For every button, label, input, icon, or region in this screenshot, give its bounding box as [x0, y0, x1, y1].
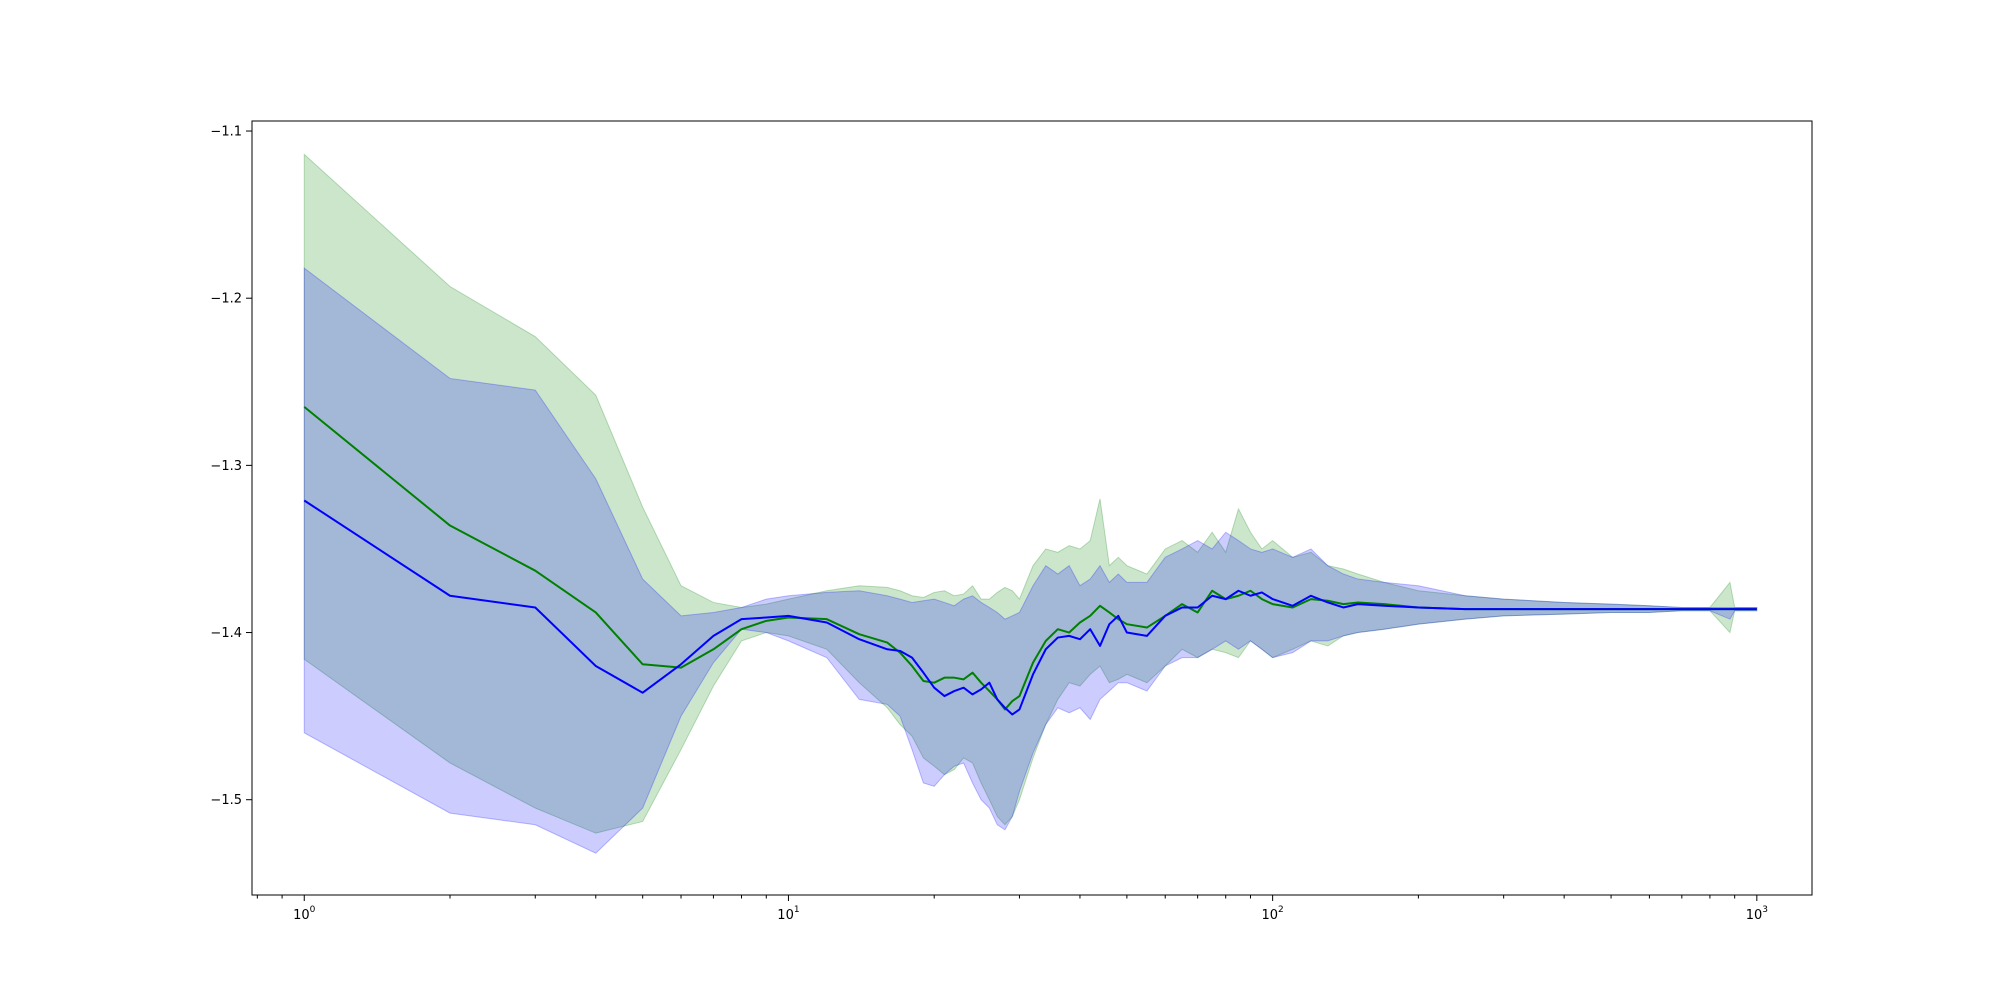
y-tick-label: −1.5: [210, 793, 242, 808]
plot-area: [303, 153, 1758, 854]
x-tick-label: 100: [293, 905, 316, 923]
axes-frame: [251, 120, 1813, 896]
y-tick-label: −1.4: [210, 626, 242, 641]
series-2-line: [303, 499, 1757, 716]
y-tick-label: −1.1: [210, 125, 242, 140]
series-2-band: [303, 267, 1758, 854]
x-axis: 100 101 102 103: [256, 895, 1768, 923]
x-tick-label: 101: [777, 905, 799, 923]
x-tick-label: 103: [1746, 905, 1768, 923]
y-axis: −1.1 −1.2 −1.3 −1.4 −1.5: [210, 125, 252, 808]
series-1-band: [303, 153, 1758, 834]
x-tick-label: 102: [1261, 905, 1283, 923]
y-tick-label: −1.2: [210, 292, 242, 307]
y-tick-label: −1.3: [210, 459, 242, 474]
